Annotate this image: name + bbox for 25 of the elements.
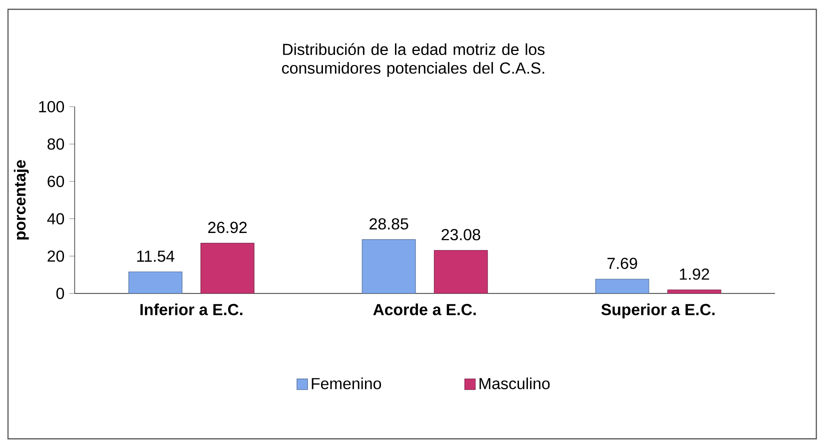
x-tick-label: Superior a E.C. <box>601 304 715 318</box>
data-label: 11.54 <box>137 250 174 262</box>
x-tick-label: Acorde a E.C. <box>373 304 476 316</box>
y-tick-label: 60 <box>48 176 64 188</box>
y-tick-label: 0 <box>56 288 64 300</box>
bar <box>595 278 650 294</box>
legend-label: Femenino <box>312 378 382 390</box>
y-tick-label: 100 <box>39 101 64 112</box>
data-label: 23.08 <box>442 229 480 240</box>
bar <box>667 290 722 294</box>
y-axis-title: porcentaje <box>14 160 29 240</box>
chart-title: Distribución de la edad motriz de los consumidores potenciales del C.A.S. <box>282 43 545 77</box>
bar <box>362 239 416 294</box>
x-tick-label: Inferior a E.C. <box>140 304 242 316</box>
data-label: 26.92 <box>208 222 247 234</box>
y-tick-label: 20 <box>48 250 64 262</box>
bar <box>434 250 488 294</box>
data-label: 1.92 <box>680 268 710 280</box>
bar <box>128 272 182 294</box>
bar <box>200 242 254 294</box>
y-tick-label: 80 <box>48 138 64 150</box>
data-label: 7.69 <box>607 258 638 270</box>
y-tick-label: 40 <box>47 213 64 224</box>
legend-label: Masculino <box>480 378 550 390</box>
data-label: 28.85 <box>370 218 408 230</box>
